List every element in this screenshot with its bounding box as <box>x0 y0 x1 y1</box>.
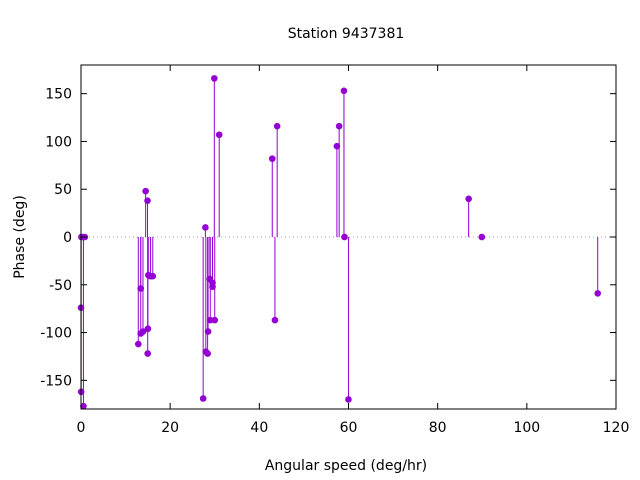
data-point-30 <box>271 316 279 324</box>
data-point-13 <box>144 325 152 333</box>
data-point-37 <box>465 195 472 203</box>
data-point-18 <box>202 224 209 231</box>
data-point-33 <box>335 122 343 130</box>
data-point-16 <box>149 272 157 280</box>
chart-title: Station 9437381 <box>288 26 405 42</box>
data-point-26 <box>211 75 218 82</box>
data-point-35 <box>341 233 348 241</box>
x-tick-label-20: 20 <box>161 420 179 436</box>
data-point-34 <box>340 87 348 95</box>
x-tick-label-120: 120 <box>603 420 630 436</box>
data-point-20 <box>204 350 211 357</box>
data-point-27 <box>211 316 219 324</box>
data-point-38 <box>478 233 486 241</box>
data-point-29 <box>268 155 276 162</box>
y-tick-label-100: 100 <box>45 134 72 150</box>
y-tick-label-150: 150 <box>45 87 72 103</box>
y-tick-label--150: -150 <box>40 373 72 389</box>
x-tick-label-0: 0 <box>77 420 86 436</box>
y-tick-label--100: -100 <box>40 326 72 342</box>
data-point-10 <box>142 187 149 195</box>
x-axis-ticks: 0 20 40 60 80 100 120 <box>77 65 630 436</box>
data-point-7 <box>137 285 145 292</box>
point-layer <box>77 75 602 410</box>
y-axis-title: Phase (deg) <box>12 195 28 279</box>
data-point-39 <box>594 290 602 297</box>
data-point-17 <box>199 395 207 402</box>
data-point-25 <box>209 283 216 290</box>
y-tick-label-50: 50 <box>54 182 72 198</box>
y-axis-ticks: -150 -100 -50 0 50 100 150 <box>40 87 616 389</box>
x-axis-title: Angular speed (deg/hr) <box>265 458 427 474</box>
data-point-28 <box>215 131 223 139</box>
data-point-4 <box>80 402 87 410</box>
data-point-6 <box>134 340 142 348</box>
y-tick-label--50: -50 <box>49 278 72 294</box>
data-point-9 <box>139 328 147 335</box>
data-point-32 <box>333 142 341 150</box>
x-tick-label-100: 100 <box>513 420 540 436</box>
x-tick-label-60: 60 <box>340 420 358 436</box>
x-tick-label-80: 80 <box>429 420 447 436</box>
data-point-21 <box>204 328 212 335</box>
data-point-12 <box>144 350 151 357</box>
x-tick-label-40: 40 <box>250 420 268 436</box>
y-tick-label-0: 0 <box>63 230 72 246</box>
data-point-31 <box>273 122 281 130</box>
data-point-36 <box>345 396 352 403</box>
data-point-11 <box>144 197 151 204</box>
